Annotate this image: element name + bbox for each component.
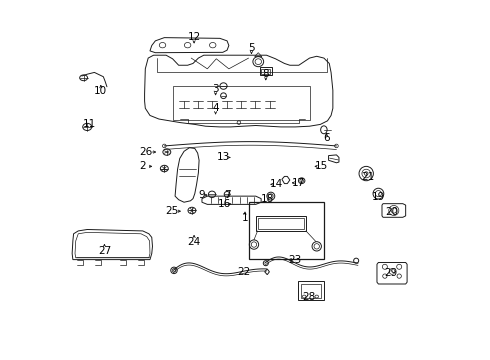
Bar	[300, 284, 321, 298]
Text: 2: 2	[140, 161, 146, 171]
Bar	[256, 216, 306, 231]
Text: 7: 7	[224, 190, 231, 200]
Text: 16: 16	[218, 199, 231, 209]
Text: 22: 22	[238, 267, 251, 277]
Text: 6: 6	[323, 133, 330, 143]
Text: 4: 4	[212, 103, 219, 113]
Text: 28: 28	[302, 292, 316, 302]
Bar	[262, 69, 270, 74]
Bar	[248, 202, 324, 259]
Text: 13: 13	[217, 152, 230, 162]
Text: 10: 10	[94, 86, 107, 96]
Text: 26: 26	[139, 147, 152, 157]
Text: 3: 3	[212, 84, 219, 94]
Text: 15: 15	[315, 161, 328, 171]
Text: 8: 8	[263, 69, 269, 79]
Text: 14: 14	[270, 179, 283, 189]
Text: 1: 1	[242, 213, 248, 223]
Text: 19: 19	[372, 192, 386, 202]
Text: 5: 5	[248, 43, 255, 53]
Text: 21: 21	[362, 172, 375, 182]
Text: 23: 23	[288, 255, 301, 265]
Text: 18: 18	[261, 194, 274, 204]
Text: 25: 25	[165, 206, 178, 216]
Text: 20: 20	[385, 207, 398, 217]
Bar	[173, 86, 310, 120]
Text: 27: 27	[98, 246, 111, 256]
Text: 9: 9	[198, 190, 204, 200]
Text: 11: 11	[82, 120, 96, 129]
Text: 29: 29	[384, 268, 397, 278]
Bar	[298, 282, 324, 300]
Bar	[260, 67, 271, 75]
Text: 12: 12	[188, 32, 201, 42]
Text: 24: 24	[188, 237, 201, 247]
Text: 17: 17	[292, 178, 305, 188]
Bar	[258, 218, 304, 229]
